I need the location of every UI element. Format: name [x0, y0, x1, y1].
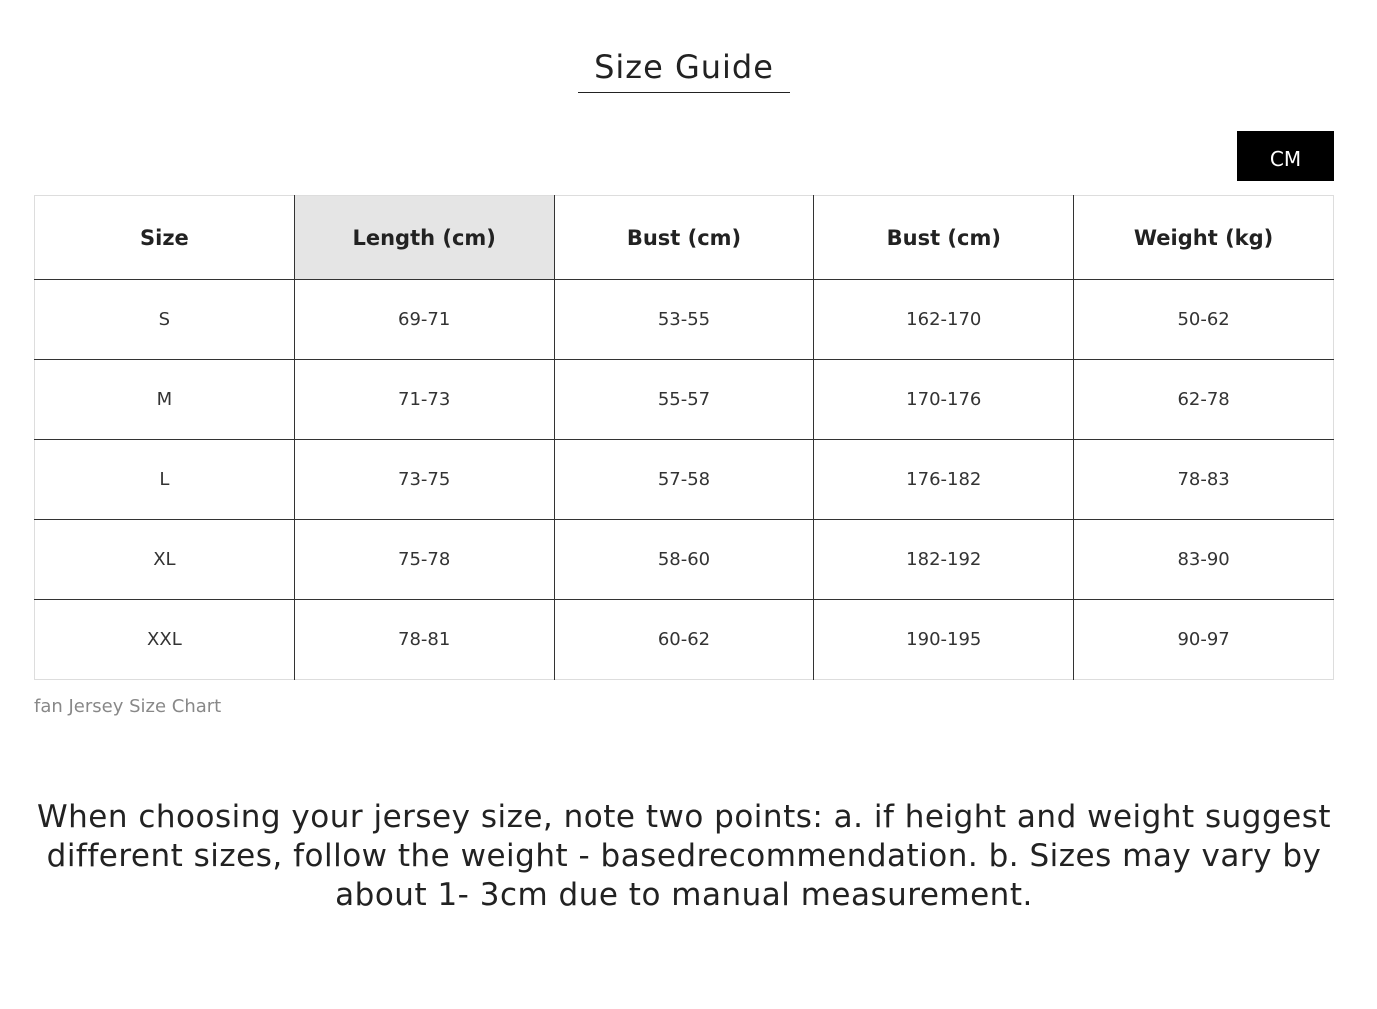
table-cell: 55-57 [553, 359, 814, 440]
table-row: S 69-71 53-55 162-170 50-62 [35, 279, 1334, 360]
column-header: Size [34, 195, 295, 280]
header-row: Size Length (cm) Bust (cm) Bust (cm) Weight … [34, 195, 1334, 280]
table-cell: XL [34, 519, 295, 600]
table-cell: 50-62 [1073, 279, 1334, 360]
table-cell: 190-195 [813, 599, 1074, 680]
table-cell: 57-58 [553, 439, 814, 520]
column-header: Weight (kg) [1073, 195, 1334, 280]
page-title: Size Guide [578, 48, 790, 93]
title-wrap: Size Guide [0, 48, 1368, 93]
table-cell: 176-182 [813, 439, 1074, 520]
size-note: When choosing your jersey size, note two… [36, 799, 1332, 913]
table-caption: fan Jersey Size Chart [34, 696, 222, 717]
table-cell: 73-75 [293, 439, 555, 520]
table-cell: 69-71 [293, 279, 555, 360]
column-header: Length (cm) [293, 195, 555, 280]
table-cell: 75-78 [293, 519, 555, 600]
table-cell: 58-60 [553, 519, 814, 600]
table-cell: 162-170 [813, 279, 1074, 360]
table-row: XXL 78-81 60-62 190-195 90-97 [34, 599, 1334, 680]
size-table: Size Length (cm) Bust (cm) Bust (cm) Weight … [34, 195, 1334, 680]
table-cell: M [34, 359, 295, 440]
column-header: Bust (cm) [553, 195, 814, 280]
table-cell: 78-81 [293, 599, 555, 680]
table-cell: S [158, 309, 171, 330]
table-cell: 53-55 [553, 279, 814, 360]
table-row: L 73-75 57-58 176-182 78-83 [34, 439, 1334, 520]
column-header: Bust (cm) [813, 195, 1074, 280]
table-cell: 78-83 [1073, 439, 1334, 520]
table-cell: XXL [34, 599, 295, 680]
table-row: M 71-73 55-57 170-176 62-78 [34, 359, 1334, 440]
unit-toggle-button[interactable]: CM [1237, 131, 1334, 181]
table-cell: 62-78 [1073, 359, 1334, 440]
table-cell: 182-192 [813, 519, 1074, 600]
table-cell: 170-176 [813, 359, 1074, 440]
table-cell: 71-73 [293, 359, 555, 440]
table-cell: L [34, 439, 295, 520]
table-cell: 90-97 [1073, 599, 1334, 680]
table-row: XL 75-78 58-60 182-192 83-90 [34, 519, 1334, 600]
table-cell: 83-90 [1073, 519, 1334, 600]
table-cell: 60-62 [553, 599, 814, 680]
